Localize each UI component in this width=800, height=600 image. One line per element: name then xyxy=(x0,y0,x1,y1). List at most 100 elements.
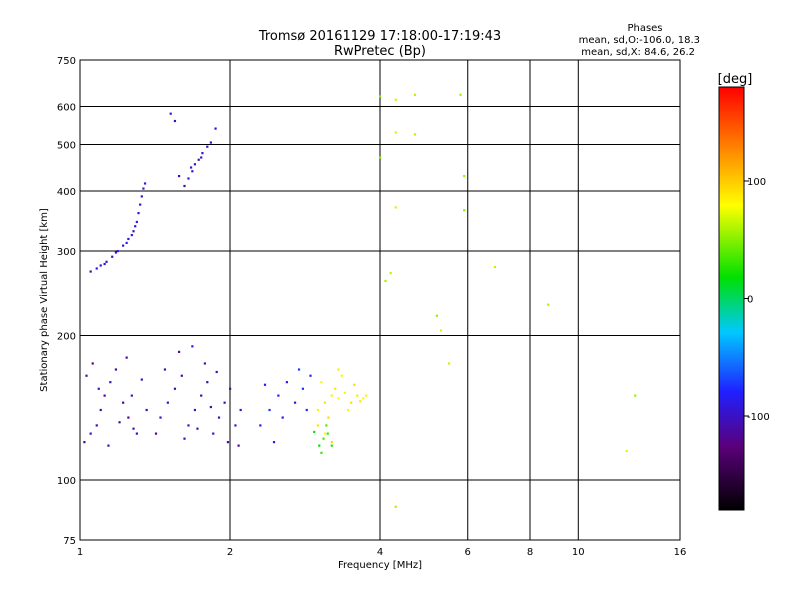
data-point xyxy=(322,437,325,440)
data-point xyxy=(99,264,102,267)
data-point xyxy=(281,416,284,419)
data-point xyxy=(493,265,497,269)
data-point xyxy=(413,93,417,96)
stats-heading: Phases xyxy=(627,23,662,34)
data-point xyxy=(326,432,329,435)
data-point xyxy=(127,237,130,241)
data-point xyxy=(143,182,147,185)
data-point xyxy=(305,408,308,412)
data-point xyxy=(197,158,200,161)
data-point xyxy=(183,184,186,188)
data-point xyxy=(435,314,438,317)
data-point xyxy=(359,400,362,403)
data-point xyxy=(177,174,181,178)
data-point xyxy=(130,394,133,397)
data-point xyxy=(316,408,319,412)
data-point xyxy=(268,408,271,412)
data-point xyxy=(389,271,392,275)
data-point xyxy=(122,244,125,247)
y-tick-label: 500 xyxy=(57,141,76,152)
data-point xyxy=(189,166,193,169)
data-point xyxy=(187,424,190,427)
data-point xyxy=(135,220,138,224)
data-point xyxy=(145,408,148,412)
data-point xyxy=(99,408,102,412)
grid-lines xyxy=(80,60,680,540)
colorbar-label: [deg] xyxy=(718,72,753,87)
chart-subtitle: RwPretec (Bp) xyxy=(334,44,426,59)
x-tick-label: 16 xyxy=(674,547,687,558)
y-tick-label: 75 xyxy=(63,536,76,547)
data-point xyxy=(180,374,183,377)
data-point xyxy=(103,262,106,266)
data-point xyxy=(343,391,347,394)
data-point xyxy=(209,405,212,409)
data-point xyxy=(91,362,94,365)
colorbar-tick-label: 100 xyxy=(747,177,766,188)
data-point xyxy=(320,451,323,454)
data-points xyxy=(83,93,637,508)
data-point xyxy=(330,394,333,397)
data-point xyxy=(346,408,350,412)
data-point xyxy=(206,145,209,148)
data-point xyxy=(95,267,98,270)
data-point xyxy=(337,397,340,400)
data-point xyxy=(234,424,237,427)
data-point xyxy=(362,397,365,400)
x-tick-label: 1 xyxy=(77,547,83,558)
data-point xyxy=(166,401,169,404)
data-point xyxy=(183,437,186,440)
data-point xyxy=(116,250,119,253)
data-point xyxy=(320,381,323,384)
data-point xyxy=(142,187,145,190)
data-point xyxy=(107,444,110,447)
data-point xyxy=(309,374,312,377)
x-axis-ticks: 1 2 4 6 8 10 16 xyxy=(77,547,687,558)
data-point xyxy=(330,444,333,447)
data-point xyxy=(95,424,98,427)
data-point xyxy=(413,133,417,136)
data-point xyxy=(193,408,197,412)
data-point xyxy=(229,387,232,390)
data-point xyxy=(394,505,397,508)
x-axis-label: Frequency [MHz] xyxy=(338,560,422,571)
chart-title: Tromsø 20161129 17:18:00-17:19:43 xyxy=(258,29,501,44)
data-point xyxy=(169,112,172,115)
data-point xyxy=(191,170,194,173)
data-point xyxy=(191,345,194,348)
data-point xyxy=(323,401,327,404)
data-point xyxy=(154,432,158,435)
data-point xyxy=(463,209,466,212)
data-point xyxy=(316,424,319,427)
data-point xyxy=(85,374,88,377)
colorbar-ticks: 100 0 -100 xyxy=(744,177,770,423)
data-point xyxy=(83,441,86,444)
y-tick-label: 100 xyxy=(57,476,76,487)
data-point xyxy=(463,174,466,178)
data-point xyxy=(173,387,177,390)
data-point xyxy=(159,416,162,419)
y-axis-label: Stationary phase Virtual Height [km] xyxy=(39,208,50,392)
y-axis-ticks: 75 100 200 300 400 500 600 750 xyxy=(57,56,76,547)
colorbar-tick-label: -100 xyxy=(747,412,770,423)
x-tick-label: 4 xyxy=(377,547,383,558)
data-point xyxy=(365,394,368,397)
data-point xyxy=(340,374,343,377)
data-point xyxy=(105,260,108,263)
data-point xyxy=(114,368,118,371)
data-point xyxy=(139,203,142,206)
data-point xyxy=(203,362,206,365)
data-point xyxy=(187,177,190,180)
data-point xyxy=(337,368,340,371)
stats-line-o: mean, sd,O:-106.0, 18.3 xyxy=(579,35,700,46)
data-point xyxy=(350,401,353,404)
data-point xyxy=(323,432,327,435)
data-point xyxy=(459,93,462,96)
data-point xyxy=(163,368,167,371)
x-tick-label: 8 xyxy=(527,547,533,558)
data-point xyxy=(125,241,128,245)
y-tick-label: 200 xyxy=(57,332,76,343)
data-point xyxy=(193,163,197,166)
data-point xyxy=(226,441,230,444)
